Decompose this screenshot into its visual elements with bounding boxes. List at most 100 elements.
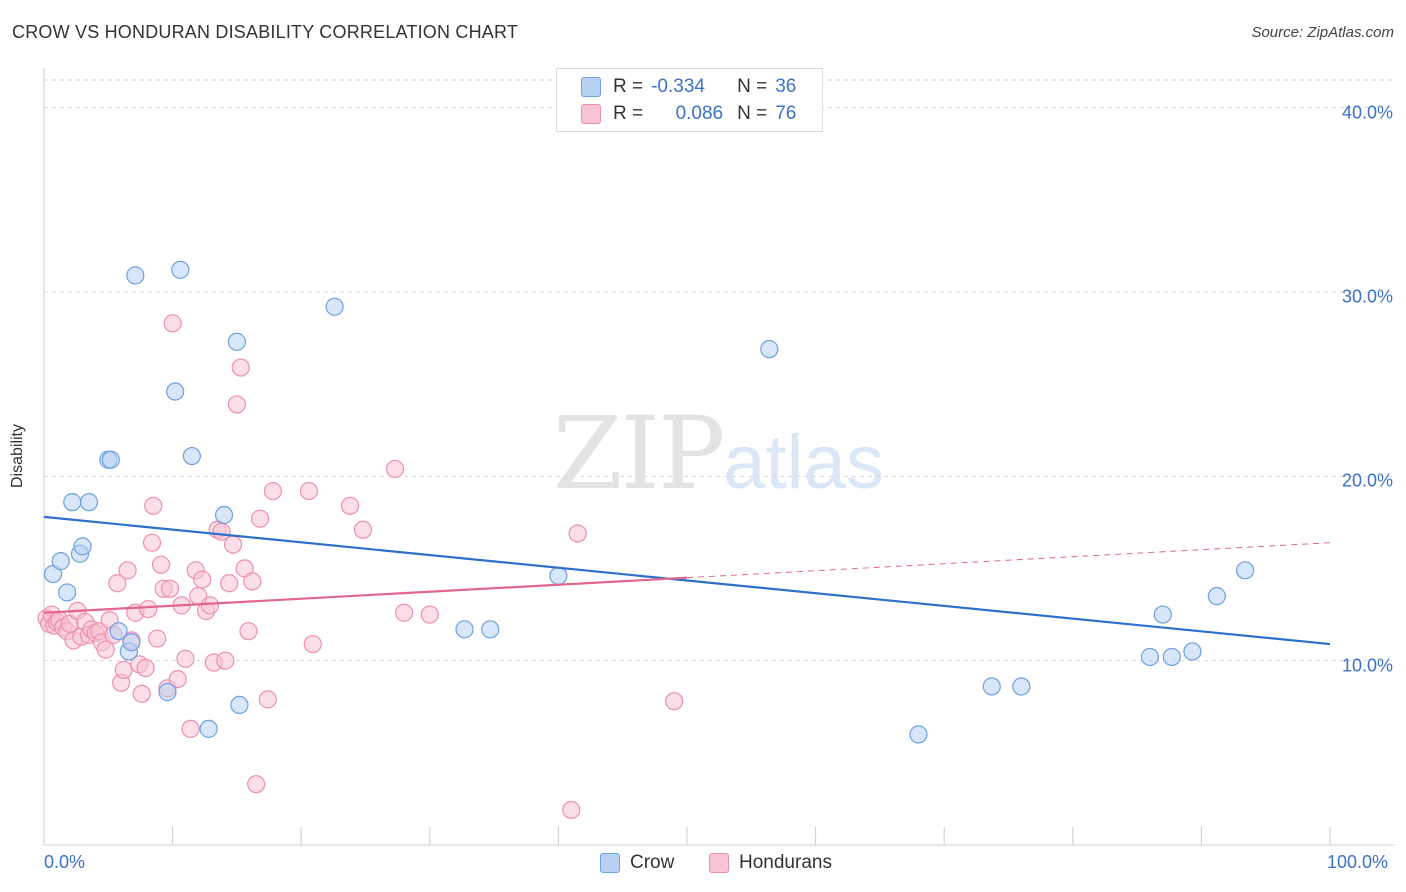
hondurans-point-60 — [250, 509, 270, 528]
hondurans-point-68 — [394, 603, 414, 622]
crow-point-11 — [122, 633, 141, 652]
crow-legend-swatch — [600, 853, 620, 873]
series-legend-hondurans[interactable]: Hondurans — [709, 852, 832, 874]
crow-point-30 — [1153, 605, 1172, 624]
crow-point-13 — [158, 682, 177, 702]
legend-crow-n-value: 36 — [775, 76, 797, 97]
crow-point-2 — [58, 583, 77, 602]
crow-point-14 — [166, 382, 185, 401]
crow-point-33 — [1207, 587, 1226, 606]
crow-point-28 — [1012, 677, 1031, 696]
crow-point-17 — [199, 719, 218, 738]
hondurans-point-57 — [239, 622, 258, 641]
chart-title: CROW VS HONDURAN DISABILITY CORRELATION … — [12, 22, 519, 42]
hondurans-point-64 — [303, 634, 322, 654]
crow-point-15 — [171, 260, 190, 279]
hondurans-point-61 — [258, 690, 277, 709]
hondurans-point-52 — [220, 574, 239, 593]
crow-swatch — [581, 77, 601, 97]
crow-point-34 — [1236, 561, 1255, 580]
legend-hond-n-value: 76 — [775, 103, 797, 124]
crow-trend-line — [43, 515, 1331, 646]
hondurans-point-67 — [385, 459, 405, 479]
y-tick-label-0: 10.0% — [1341, 655, 1393, 676]
hondurans-point-34 — [151, 555, 171, 574]
hondurans-point-72 — [665, 692, 684, 711]
hondurans-point-66 — [353, 520, 373, 539]
hondurans-point-65 — [340, 496, 360, 515]
hondurans-point-45 — [193, 570, 212, 589]
crow-point-16 — [182, 446, 201, 466]
hondurans-point-33 — [148, 629, 167, 648]
hondurans-point-71 — [568, 524, 587, 543]
crow-point-12 — [126, 266, 145, 285]
hondurans-point-55 — [231, 358, 250, 377]
hondurans-point-30 — [139, 599, 158, 619]
crow-point-5 — [73, 537, 92, 556]
crow-point-19 — [214, 505, 234, 525]
hondurans-point-29 — [136, 658, 155, 678]
crow-point-9 — [109, 622, 128, 641]
hondurans-trend-extension — [686, 542, 1331, 579]
crow-point-29 — [1140, 647, 1160, 667]
y-tick-label-3: 40.0% — [1341, 102, 1393, 123]
hondurans-swatch — [581, 104, 601, 124]
hondurans-point-69 — [420, 605, 439, 624]
hondurans-point-38 — [163, 314, 182, 333]
legend-row-crow: R = -0.334 N = 36 — [581, 75, 796, 99]
crow-point-32 — [1183, 642, 1202, 661]
crow-point-21 — [325, 297, 344, 316]
crow-point-1 — [51, 552, 70, 571]
legend-crow-r-value: -0.334 — [651, 76, 705, 97]
hondurans-point-54 — [227, 395, 246, 414]
hondurans-point-31 — [142, 533, 162, 552]
hondurans-point-47 — [200, 596, 219, 615]
legend-hond-n-label: N = — [737, 103, 768, 124]
series-legend: Crow Hondurans — [0, 852, 1406, 876]
crow-point-23 — [481, 620, 500, 639]
series-legend-crow[interactable]: Crow — [600, 852, 674, 874]
hondurans-point-53 — [223, 535, 243, 554]
hondurans-legend-label: Hondurans — [739, 852, 832, 873]
hondurans-point-59 — [247, 775, 266, 794]
crow-point-31 — [1162, 647, 1181, 667]
crow-point-22 — [455, 620, 474, 639]
crow-point-25 — [760, 340, 779, 359]
hondurans-point-63 — [299, 481, 319, 501]
hondurans-point-51 — [216, 651, 235, 670]
hondurans-point-32 — [144, 496, 163, 515]
hondurans-point-58 — [243, 572, 262, 591]
crow-point-8 — [101, 450, 120, 469]
crow-point-3 — [63, 493, 82, 512]
y-tick-label-2: 30.0% — [1341, 286, 1393, 307]
hondurans-point-28 — [132, 684, 151, 703]
crow-point-18 — [227, 332, 246, 351]
hondurans-point-24 — [118, 561, 137, 580]
crow-point-27 — [982, 677, 1001, 696]
hondurans-legend-swatch — [709, 853, 729, 873]
hondurans-point-39 — [168, 669, 187, 689]
y-tick-label-1: 20.0% — [1341, 470, 1393, 491]
hondurans-point-37 — [160, 579, 180, 598]
crow-legend-label: Crow — [630, 852, 675, 873]
legend-hond-r-label: R = — [613, 103, 644, 124]
legend-row-hondurans: R = 0.086 N = 76 — [581, 102, 796, 126]
legend-crow-n-label: N = — [737, 76, 768, 97]
crow-point-20 — [230, 695, 249, 715]
x-tick-max: 100.0% — [1327, 852, 1389, 872]
hondurans-point-18 — [96, 640, 115, 659]
crow-point-26 — [909, 725, 928, 744]
source-label: Source: ZipAtlas.com — [1251, 24, 1394, 41]
legend-hond-r-value: 0.086 — [675, 103, 724, 124]
hondurans-point-70 — [562, 800, 581, 820]
hondurans-point-23 — [114, 660, 133, 679]
hondurans-point-42 — [181, 719, 200, 738]
hondurans-point-62 — [263, 481, 283, 501]
hondurans-point-21 — [108, 574, 127, 593]
stats-legend: R = -0.334 N = 36 R = 0.086 N = 76 — [556, 68, 823, 132]
crow-point-24 — [549, 566, 568, 585]
hondurans-trend-line — [43, 576, 688, 614]
hondurans-point-41 — [176, 649, 195, 668]
legend-crow-r-label: R = — [613, 76, 644, 97]
